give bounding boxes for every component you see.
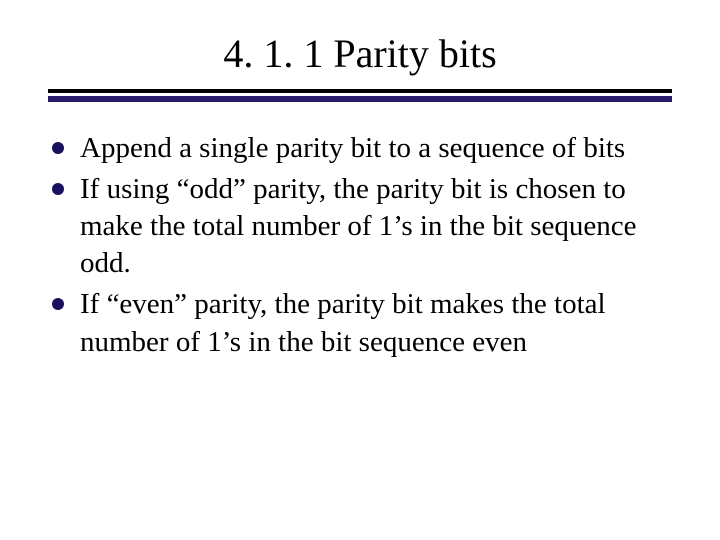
title-divider — [48, 89, 672, 102]
bullet-text: If using “odd” parity, the parity bit is… — [80, 171, 672, 282]
list-item: If “even” parity, the parity bit makes t… — [52, 286, 672, 360]
bullet-text: If “even” parity, the parity bit makes t… — [80, 286, 672, 360]
bullet-text: Append a single parity bit to a sequence… — [80, 130, 672, 167]
bullet-icon — [52, 142, 64, 154]
slide-title: 4. 1. 1 Parity bits — [48, 30, 672, 77]
bullet-icon — [52, 298, 64, 310]
list-item: Append a single parity bit to a sequence… — [52, 130, 672, 167]
slide: 4. 1. 1 Parity bits Append a single pari… — [0, 0, 720, 540]
list-item: If using “odd” parity, the parity bit is… — [52, 171, 672, 282]
divider-bottom — [48, 96, 672, 102]
bullet-list: Append a single parity bit to a sequence… — [48, 130, 672, 361]
bullet-icon — [52, 183, 64, 195]
